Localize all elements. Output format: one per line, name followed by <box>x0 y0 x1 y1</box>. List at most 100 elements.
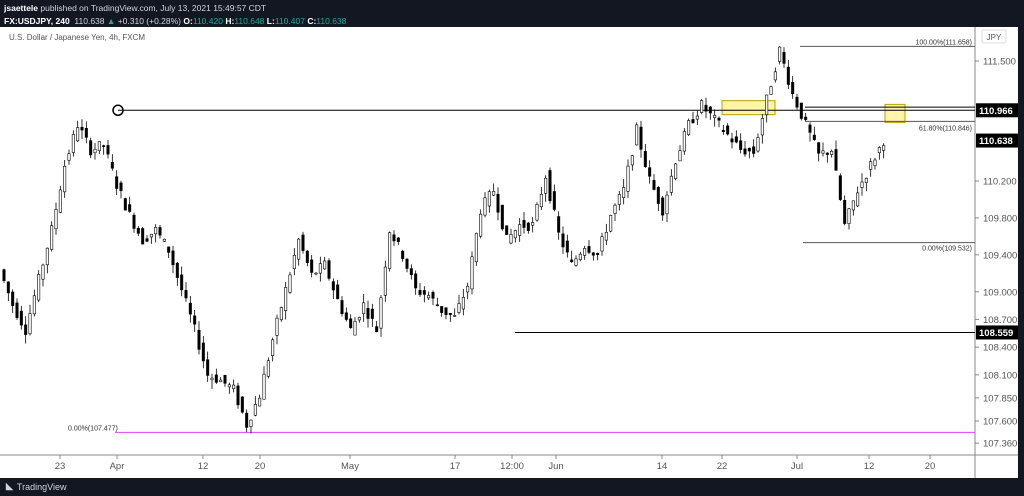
candle <box>24 324 28 335</box>
candle <box>639 126 643 150</box>
candle <box>102 145 106 147</box>
logo-icon: ◣ <box>6 481 13 491</box>
y-tick-label: 107.600 <box>983 416 1017 427</box>
currency-badge[interactable] <box>981 29 1007 44</box>
y-tick-label: 109.400 <box>983 250 1017 261</box>
last-price: 110.638 <box>74 16 105 26</box>
candle <box>643 151 647 167</box>
candle <box>418 289 422 295</box>
candle <box>366 308 370 319</box>
candle <box>396 237 400 242</box>
candle <box>739 140 743 150</box>
candle <box>630 155 634 166</box>
candle <box>297 238 301 260</box>
y-tick-label: 109.800 <box>983 213 1017 224</box>
candle <box>656 187 660 204</box>
support-price-tag <box>976 325 1018 340</box>
candle <box>136 227 140 234</box>
c-label: C: <box>307 16 317 26</box>
candle <box>799 102 803 119</box>
candle <box>704 104 708 112</box>
close-value: 110.638 <box>316 16 347 26</box>
tradingview-logo[interactable]: ◣ TradingView <box>6 481 66 492</box>
candle <box>162 238 166 242</box>
candle <box>578 253 582 261</box>
candle <box>193 315 197 325</box>
candle <box>80 126 84 131</box>
fib-100-label: 100.00%(111.658) <box>915 39 972 46</box>
chart-area[interactable]: JPY 100.00%(111.658) 61.80%(110.846) 0.00%… <box>0 27 1018 478</box>
candle <box>778 46 782 62</box>
x-tick-label: 12 <box>198 461 209 472</box>
candle <box>435 304 439 307</box>
candle <box>496 193 500 213</box>
candle <box>622 187 626 198</box>
candle <box>483 197 487 216</box>
up-arrow-icon: ▲ <box>106 16 116 26</box>
x-tick-label: 23 <box>55 461 66 472</box>
candle <box>552 191 556 210</box>
candle <box>669 175 673 193</box>
candle <box>32 295 36 315</box>
candle <box>864 178 868 183</box>
candle <box>431 292 435 299</box>
chart-svg[interactable]: JPY 100.00%(111.658) 61.80%(110.846) 0.00%… <box>0 27 1018 478</box>
candle <box>370 308 374 319</box>
candle <box>240 396 244 413</box>
candle <box>123 198 127 211</box>
candle <box>71 134 75 153</box>
o-label: O: <box>183 16 193 26</box>
candle <box>414 273 418 289</box>
candle <box>509 234 513 244</box>
candle <box>349 318 353 329</box>
candle <box>405 258 409 269</box>
candle <box>838 175 842 200</box>
candle <box>617 194 621 205</box>
candle <box>210 377 214 381</box>
candle <box>700 100 704 113</box>
candle <box>362 302 366 315</box>
fib-0-label: 0.00%(109.532) <box>922 246 972 253</box>
highlight-box <box>721 100 776 116</box>
candle <box>409 268 413 276</box>
candle <box>271 339 275 356</box>
candle <box>721 129 725 132</box>
candle <box>180 274 184 291</box>
candle <box>869 161 873 170</box>
candle <box>93 148 97 154</box>
x-tick-label: 14 <box>657 461 668 472</box>
y-tick-label: 111.500 <box>983 57 1016 68</box>
candle <box>786 66 790 85</box>
candle <box>808 124 812 133</box>
candle <box>245 412 249 428</box>
candle <box>227 384 231 388</box>
candle <box>284 287 288 311</box>
candle <box>141 228 145 245</box>
candle <box>726 125 730 135</box>
author[interactable]: jsaettele <box>4 3 39 13</box>
x-tick-label: Jun <box>548 461 563 472</box>
brand-label: TradingView <box>16 481 67 492</box>
candle <box>713 115 717 118</box>
candle <box>63 165 67 193</box>
last-price-label: 110.638 <box>979 136 1013 147</box>
candle <box>821 150 825 154</box>
candle <box>448 313 452 315</box>
candle <box>695 115 699 120</box>
candle <box>41 264 45 280</box>
candle <box>773 71 777 81</box>
candle <box>383 266 387 296</box>
candle <box>856 192 860 207</box>
candle <box>661 197 665 216</box>
x-tick-label: Apr <box>110 461 125 472</box>
candle <box>682 131 686 152</box>
candle <box>219 379 223 383</box>
candle <box>505 225 509 235</box>
candle <box>834 149 838 171</box>
candle <box>279 307 283 321</box>
candle <box>526 222 530 231</box>
candle <box>574 258 578 266</box>
candle <box>119 182 123 192</box>
x-tick-label: Jul <box>791 461 803 472</box>
candle <box>327 260 331 279</box>
